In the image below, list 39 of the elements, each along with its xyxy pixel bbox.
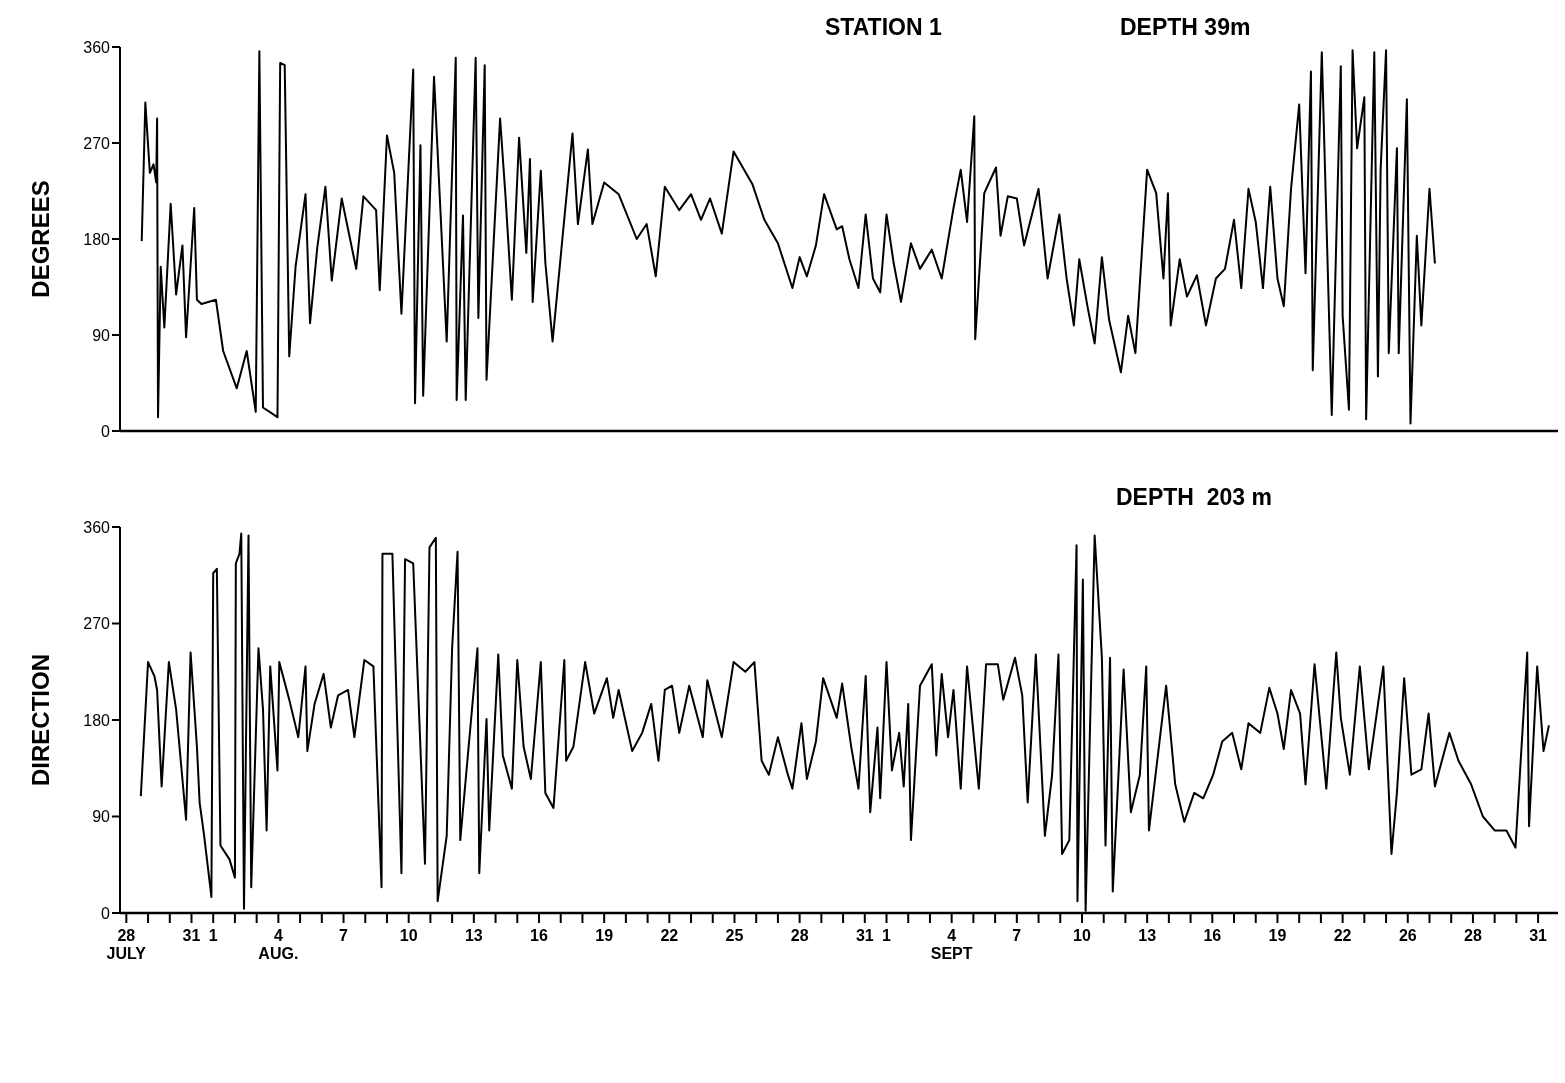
x-tick-label: 28	[1464, 927, 1482, 944]
y-axis-title: DIRECTION	[26, 654, 54, 786]
y-tick-label: 360	[83, 518, 111, 536]
x-tick-label: 1	[882, 927, 892, 944]
x-tick-label: 10	[399, 927, 418, 944]
x-tick-label: 4 SEPT	[930, 927, 973, 962]
x-tick-label: 13	[464, 927, 483, 944]
x-tick-label: 16	[1203, 927, 1222, 944]
x-tick-label: 26	[1398, 927, 1417, 944]
x-tick-label: 7	[1012, 927, 1022, 944]
chart-title: DEPTH 203 m	[1116, 484, 1272, 511]
y-tick-label: 180	[83, 230, 111, 248]
x-tick-label: 22	[1333, 927, 1352, 944]
x-tick-label: 31	[855, 927, 874, 944]
x-tick-label: 10	[1073, 927, 1091, 944]
y-tick-label: 360	[83, 38, 111, 56]
x-tick-label: 31	[182, 927, 201, 944]
x-tick-label: 7	[339, 927, 349, 944]
chart-title: STATION 1	[825, 14, 942, 41]
y-tick-label: 0	[101, 904, 111, 922]
y-tick-label: 0	[101, 422, 111, 440]
x-tick-label: 19	[1268, 927, 1287, 944]
y-tick-label: 90	[92, 808, 111, 826]
y-tick-label: 270	[83, 134, 111, 152]
x-tick-label: 28	[790, 927, 809, 944]
x-tick-label: 1	[208, 927, 218, 944]
y-tick-label: 180	[83, 711, 111, 729]
x-tick-label: 19	[595, 927, 614, 944]
x-tick-label: 22	[660, 927, 679, 944]
y-tick-label: 90	[92, 326, 111, 344]
x-tick-label: 16	[530, 927, 548, 944]
y-tick-label: 270	[83, 615, 111, 633]
x-tick-label: 4 AUG.	[258, 927, 299, 962]
x-tick-label: 28 JULY	[106, 927, 147, 962]
chart-subtitle: DEPTH 39m	[1120, 14, 1251, 41]
x-tick-label: 31	[1529, 927, 1548, 944]
y-axis-title: DEGREES	[26, 180, 54, 298]
x-tick-label: 25	[725, 927, 744, 944]
x-tick-label: 13	[1138, 927, 1157, 944]
